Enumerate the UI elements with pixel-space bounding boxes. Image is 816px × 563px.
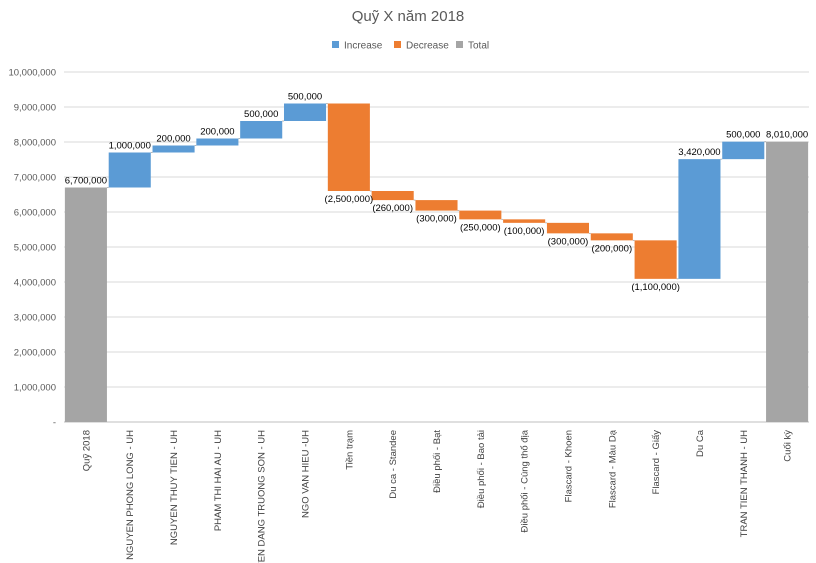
x-category-label: Flascard - Giấy <box>651 430 662 495</box>
data-label: (100,000) <box>504 226 545 237</box>
chart-title: Quỹ X năm 2018 <box>352 8 465 25</box>
data-label: 200,000 <box>156 134 190 145</box>
y-tick-label: 6,000,000 <box>14 208 56 219</box>
legend-swatch-1 <box>394 41 401 48</box>
x-category-label: Quỹ 2018 <box>81 430 92 471</box>
bar-total <box>64 187 107 422</box>
data-label: 1,000,000 <box>109 141 151 152</box>
bar-increase <box>678 159 721 279</box>
data-label: 500,000 <box>244 109 278 120</box>
bar-decrease <box>634 240 677 279</box>
bar-increase <box>240 121 283 139</box>
x-category-label: Du Ca <box>695 429 706 457</box>
data-labels: 6,700,000 1,000,000 200,000 200,000 500,000 5… <box>65 92 808 293</box>
data-label: (2,500,000) <box>325 194 374 205</box>
gridlines <box>64 71 809 423</box>
y-tick-label: - <box>53 418 56 429</box>
x-category-label: NGUYEN PHONG LONG - UH <box>125 430 136 560</box>
y-tick-label: 4,000,000 <box>14 278 56 289</box>
data-label: 8,010,000 <box>766 130 808 141</box>
x-category-label: YEN DANG TRUONG SON - UH <box>257 430 268 563</box>
x-category-label: Điều phối - Cúng thổ địa <box>520 429 531 532</box>
bar-increase <box>283 103 327 121</box>
bar-increase <box>152 145 195 153</box>
y-axis: - 1,000,000 2,000,000 3,000,000 4,000,000 5,0… <box>8 68 56 429</box>
legend-swatch-0 <box>332 41 339 48</box>
bar-increase <box>108 152 151 188</box>
x-category-label: Cuối kỳ <box>783 430 794 462</box>
legend: Increase Decrease Total <box>332 41 489 52</box>
x-category-label: Điều phối - Bạt <box>432 430 443 493</box>
data-label: 200,000 <box>200 127 234 138</box>
x-category-label: TRAN TIEN THANH - UH <box>739 430 750 537</box>
bar-increase <box>722 141 765 160</box>
data-label: (300,000) <box>416 214 457 225</box>
bar-decrease <box>590 233 633 241</box>
x-category-label: NGUYEN THUY TIEN - UH <box>169 430 180 545</box>
x-category-label: Flascard - Khoen <box>563 430 574 502</box>
bar-total <box>766 141 809 422</box>
y-tick-label: 5,000,000 <box>14 243 56 254</box>
x-category-label: Điều phối - Bao tải <box>476 430 487 508</box>
bar-decrease <box>327 103 370 191</box>
data-label: (300,000) <box>548 236 589 247</box>
y-tick-label: 10,000,000 <box>8 68 56 79</box>
x-category-label: Du ca - Standee <box>388 430 399 499</box>
legend-label-0: Increase <box>344 41 383 52</box>
legend-label-2: Total <box>468 41 489 52</box>
data-label: (1,100,000) <box>631 282 680 293</box>
x-category-label: Tiền trạm <box>344 430 355 470</box>
data-label: 6,700,000 <box>65 176 107 187</box>
data-label: (250,000) <box>460 222 501 233</box>
data-label: 500,000 <box>288 92 322 103</box>
data-label: (200,000) <box>591 243 632 254</box>
y-tick-label: 8,000,000 <box>14 138 56 149</box>
bar-decrease <box>415 200 458 211</box>
x-category-label: NGO VAN HIEU -UH <box>301 430 312 518</box>
data-label: 500,000 <box>726 130 760 141</box>
data-label: 3,420,000 <box>678 147 720 158</box>
x-category-label: Flascard - Màu Dạ <box>607 429 618 508</box>
x-category-label: PHAM THI HAI AU - UH <box>213 430 224 531</box>
bar-decrease <box>503 219 546 223</box>
bars <box>64 103 809 422</box>
connector-lines <box>106 103 767 280</box>
bar-decrease <box>459 210 502 220</box>
bar-increase <box>196 138 239 146</box>
y-tick-label: 9,000,000 <box>14 103 56 114</box>
y-tick-label: 7,000,000 <box>14 173 56 184</box>
y-tick-label: 2,000,000 <box>14 348 56 359</box>
y-tick-label: 3,000,000 <box>14 313 56 324</box>
y-tick-label: 1,000,000 <box>14 383 56 394</box>
bar-decrease <box>546 222 590 234</box>
data-label: (260,000) <box>372 203 413 214</box>
legend-swatch-2 <box>456 41 463 48</box>
x-axis: Quỹ 2018 NGUYEN PHONG LONG - UH NGUYEN THU… <box>81 429 793 563</box>
bar-decrease <box>371 191 414 201</box>
legend-label-1: Decrease <box>406 41 449 52</box>
